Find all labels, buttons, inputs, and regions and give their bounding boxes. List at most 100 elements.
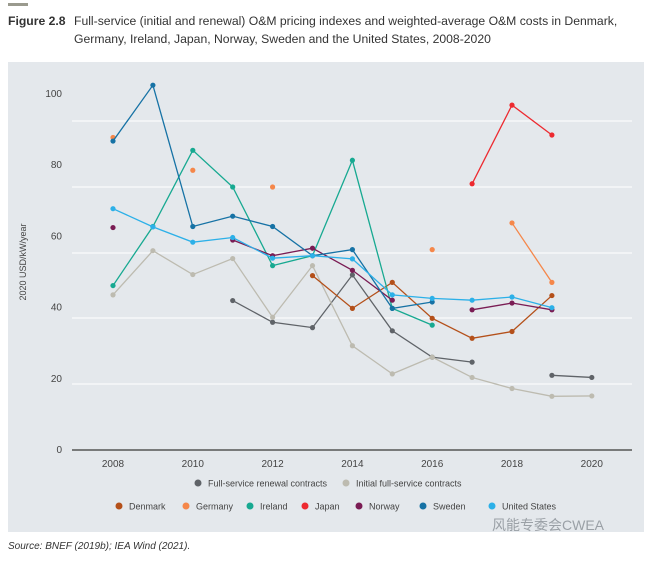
data-point <box>150 248 156 254</box>
series-initial-full-service-contracts <box>110 248 595 399</box>
data-point <box>110 224 116 231</box>
legend-item: Full-service renewal contracts <box>194 479 328 489</box>
data-point <box>230 213 236 219</box>
series-ireland <box>110 147 435 328</box>
series-full-service-renewal-contracts <box>230 272 595 381</box>
data-point <box>309 245 316 251</box>
data-point <box>429 354 435 360</box>
data-point <box>349 267 355 273</box>
data-point <box>270 255 276 261</box>
data-point <box>230 255 236 262</box>
series-line <box>112 149 433 326</box>
data-point <box>110 138 116 144</box>
data-point <box>549 305 555 311</box>
series-line <box>232 273 473 363</box>
data-point <box>349 247 355 253</box>
data-point <box>349 343 355 349</box>
data-point <box>429 315 435 321</box>
y-tick-label: 80 <box>51 160 63 171</box>
data-point <box>469 374 475 381</box>
data-point <box>190 147 196 153</box>
legend-item: Sweden <box>419 502 466 512</box>
legend-label: Denmark <box>129 502 166 512</box>
data-point <box>349 272 355 278</box>
legend-label: Initial full-service contracts <box>356 479 462 489</box>
data-point <box>589 374 595 381</box>
series-united-states <box>110 206 555 311</box>
figure-label: Figure 2.8 <box>8 14 66 28</box>
data-point <box>469 359 475 365</box>
legend-item: Ireland <box>246 502 288 512</box>
data-point <box>469 335 475 341</box>
watermark: 风能专委会CWEA <box>492 517 604 533</box>
x-tick-label: 2008 <box>102 459 125 470</box>
series-line <box>471 104 553 185</box>
data-point <box>389 328 395 334</box>
figure-title: Figure 2.8 Full-service (initial and rene… <box>8 12 648 48</box>
series-line <box>511 222 553 283</box>
data-point <box>349 305 355 311</box>
data-point <box>469 181 475 187</box>
y-tick-label: 100 <box>45 89 62 100</box>
data-point <box>150 82 156 88</box>
y-tick-label: 20 <box>51 374 63 385</box>
data-point <box>429 299 435 305</box>
data-point <box>190 271 196 278</box>
data-point <box>230 297 236 304</box>
y-tick-label: 60 <box>51 231 63 242</box>
legend-marker <box>342 479 350 487</box>
legend-label: United States <box>502 502 557 512</box>
data-point <box>389 371 395 377</box>
x-tick-label: 2018 <box>501 459 524 470</box>
source-note: Source: BNEF (2019b); IEA Wind (2021). <box>8 541 191 552</box>
data-point <box>270 184 276 190</box>
data-point <box>509 220 515 226</box>
series-japan <box>469 102 555 187</box>
series-line <box>312 275 553 339</box>
x-tick-label: 2020 <box>581 459 604 470</box>
data-point <box>190 239 196 245</box>
legend-marker <box>355 502 363 510</box>
data-point <box>469 297 475 303</box>
figure-caption: Full-service (initial and renewal) O&M p… <box>74 14 618 46</box>
data-point <box>549 132 555 138</box>
data-point <box>429 247 435 253</box>
series-sweden <box>110 82 435 311</box>
y-tick-label: 40 <box>51 303 63 314</box>
data-point <box>270 223 276 230</box>
data-point <box>150 224 156 230</box>
legend-item: Initial full-service contracts <box>342 479 462 489</box>
data-point <box>469 307 475 313</box>
series-line <box>112 208 553 309</box>
data-point <box>309 273 316 279</box>
data-point <box>309 253 316 259</box>
legend-label: Germany <box>196 502 234 512</box>
data-point <box>270 263 276 269</box>
legend-item: Norway <box>355 502 400 512</box>
legend-item: United States <box>488 502 557 512</box>
y-axis-label: 2020 USD/kW/year <box>18 223 28 300</box>
legend-marker <box>488 502 496 510</box>
legend-item: Japan <box>301 502 340 512</box>
data-point <box>110 206 116 212</box>
legend-label: Japan <box>315 502 340 512</box>
data-point <box>509 294 515 300</box>
data-point <box>429 295 435 302</box>
legend-marker <box>301 502 309 510</box>
legend-marker <box>246 502 254 510</box>
data-point <box>270 319 276 325</box>
legend-marker <box>115 502 123 510</box>
series-line <box>112 83 433 310</box>
data-point <box>230 184 236 190</box>
data-point <box>429 322 435 328</box>
data-point <box>190 223 196 230</box>
data-point <box>389 279 395 285</box>
data-point <box>110 292 116 298</box>
data-point <box>389 305 395 311</box>
x-tick-label: 2012 <box>261 459 284 470</box>
data-point <box>549 292 555 299</box>
data-point <box>190 167 196 173</box>
data-point <box>509 328 515 335</box>
data-point <box>549 279 555 285</box>
